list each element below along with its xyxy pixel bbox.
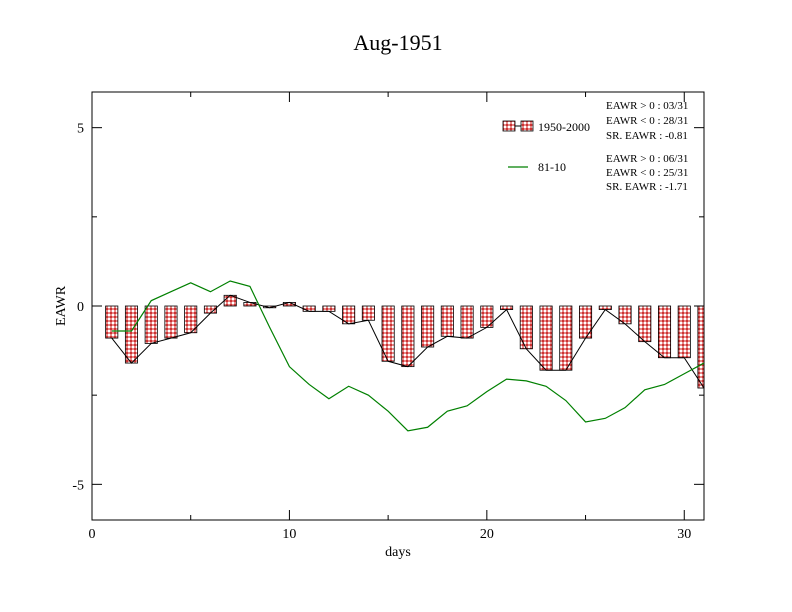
bar-day-29	[657, 305, 672, 359]
stats-1950-2000-line: SR. EAWR : -0.81	[606, 130, 688, 142]
x-axis-label: days	[385, 545, 411, 560]
series-line-81-10	[111, 280, 705, 432]
bar-day-23	[539, 305, 553, 371]
bar-day-8	[243, 302, 257, 307]
legend-label-1950-2000: 1950-2000	[538, 120, 590, 134]
ticks-layer: 0 10 20 30 5 0 -5	[72, 92, 704, 542]
stats-1950-2000-line: EAWR < 0 : 28/31	[606, 115, 688, 127]
bar-day-31	[697, 305, 705, 389]
y-tick-label: -5	[72, 478, 84, 493]
stats-81-10-line: EAWR > 0 : 06/31	[606, 153, 688, 165]
bar-day-17	[421, 305, 435, 348]
bar-day-22	[519, 305, 533, 350]
bar-day-16	[401, 305, 415, 368]
bar-day-14	[361, 305, 375, 321]
y-axis-label: EAWR	[54, 285, 69, 326]
bar-day-19	[460, 305, 474, 339]
lines-layer	[111, 280, 705, 432]
bar-day-28	[638, 305, 652, 343]
bar-day-4	[164, 305, 178, 339]
legend-swatch-bar-right	[520, 120, 534, 132]
legend: 1950-2000 81-10 EAWR > 0 : 03/31 EAWR < 0 :…	[502, 100, 688, 193]
x-tick-label: 10	[282, 527, 296, 542]
bar-day-30	[677, 305, 691, 359]
bar-day-12	[322, 305, 336, 312]
bar-day-2	[124, 305, 139, 364]
bar-day-11	[302, 305, 316, 312]
y-tick-label: 5	[77, 122, 84, 137]
bar-day-24	[559, 305, 573, 371]
y-tick-label: 0	[77, 300, 84, 315]
stats-81-10-line: EAWR < 0 : 25/31	[606, 167, 688, 179]
chart-title: Aug-1951	[353, 30, 442, 55]
bar-day-1	[105, 305, 119, 339]
x-tick-label: 0	[89, 527, 96, 542]
x-tick-label: 20	[480, 527, 494, 542]
bar-day-18	[440, 305, 454, 337]
bar-day-3	[144, 305, 158, 344]
legend-swatch-bar-left	[502, 120, 516, 132]
bars-layer	[105, 294, 705, 389]
stats-1950-2000-line: EAWR > 0 : 03/31	[606, 100, 688, 112]
legend-label-81-10: 81-10	[538, 160, 566, 174]
series-line-1950-2000	[111, 294, 705, 389]
bar-day-25	[579, 305, 593, 339]
stats-81-10-line: SR. EAWR : -1.71	[606, 181, 688, 193]
x-tick-label: 30	[677, 527, 691, 542]
